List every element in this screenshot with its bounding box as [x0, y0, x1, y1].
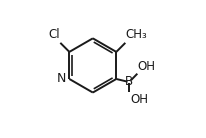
Text: OH: OH — [138, 60, 156, 73]
Text: Cl: Cl — [48, 28, 60, 41]
Text: CH₃: CH₃ — [126, 28, 148, 41]
Text: N: N — [57, 72, 66, 85]
Text: B: B — [125, 75, 133, 88]
Text: OH: OH — [130, 93, 148, 106]
